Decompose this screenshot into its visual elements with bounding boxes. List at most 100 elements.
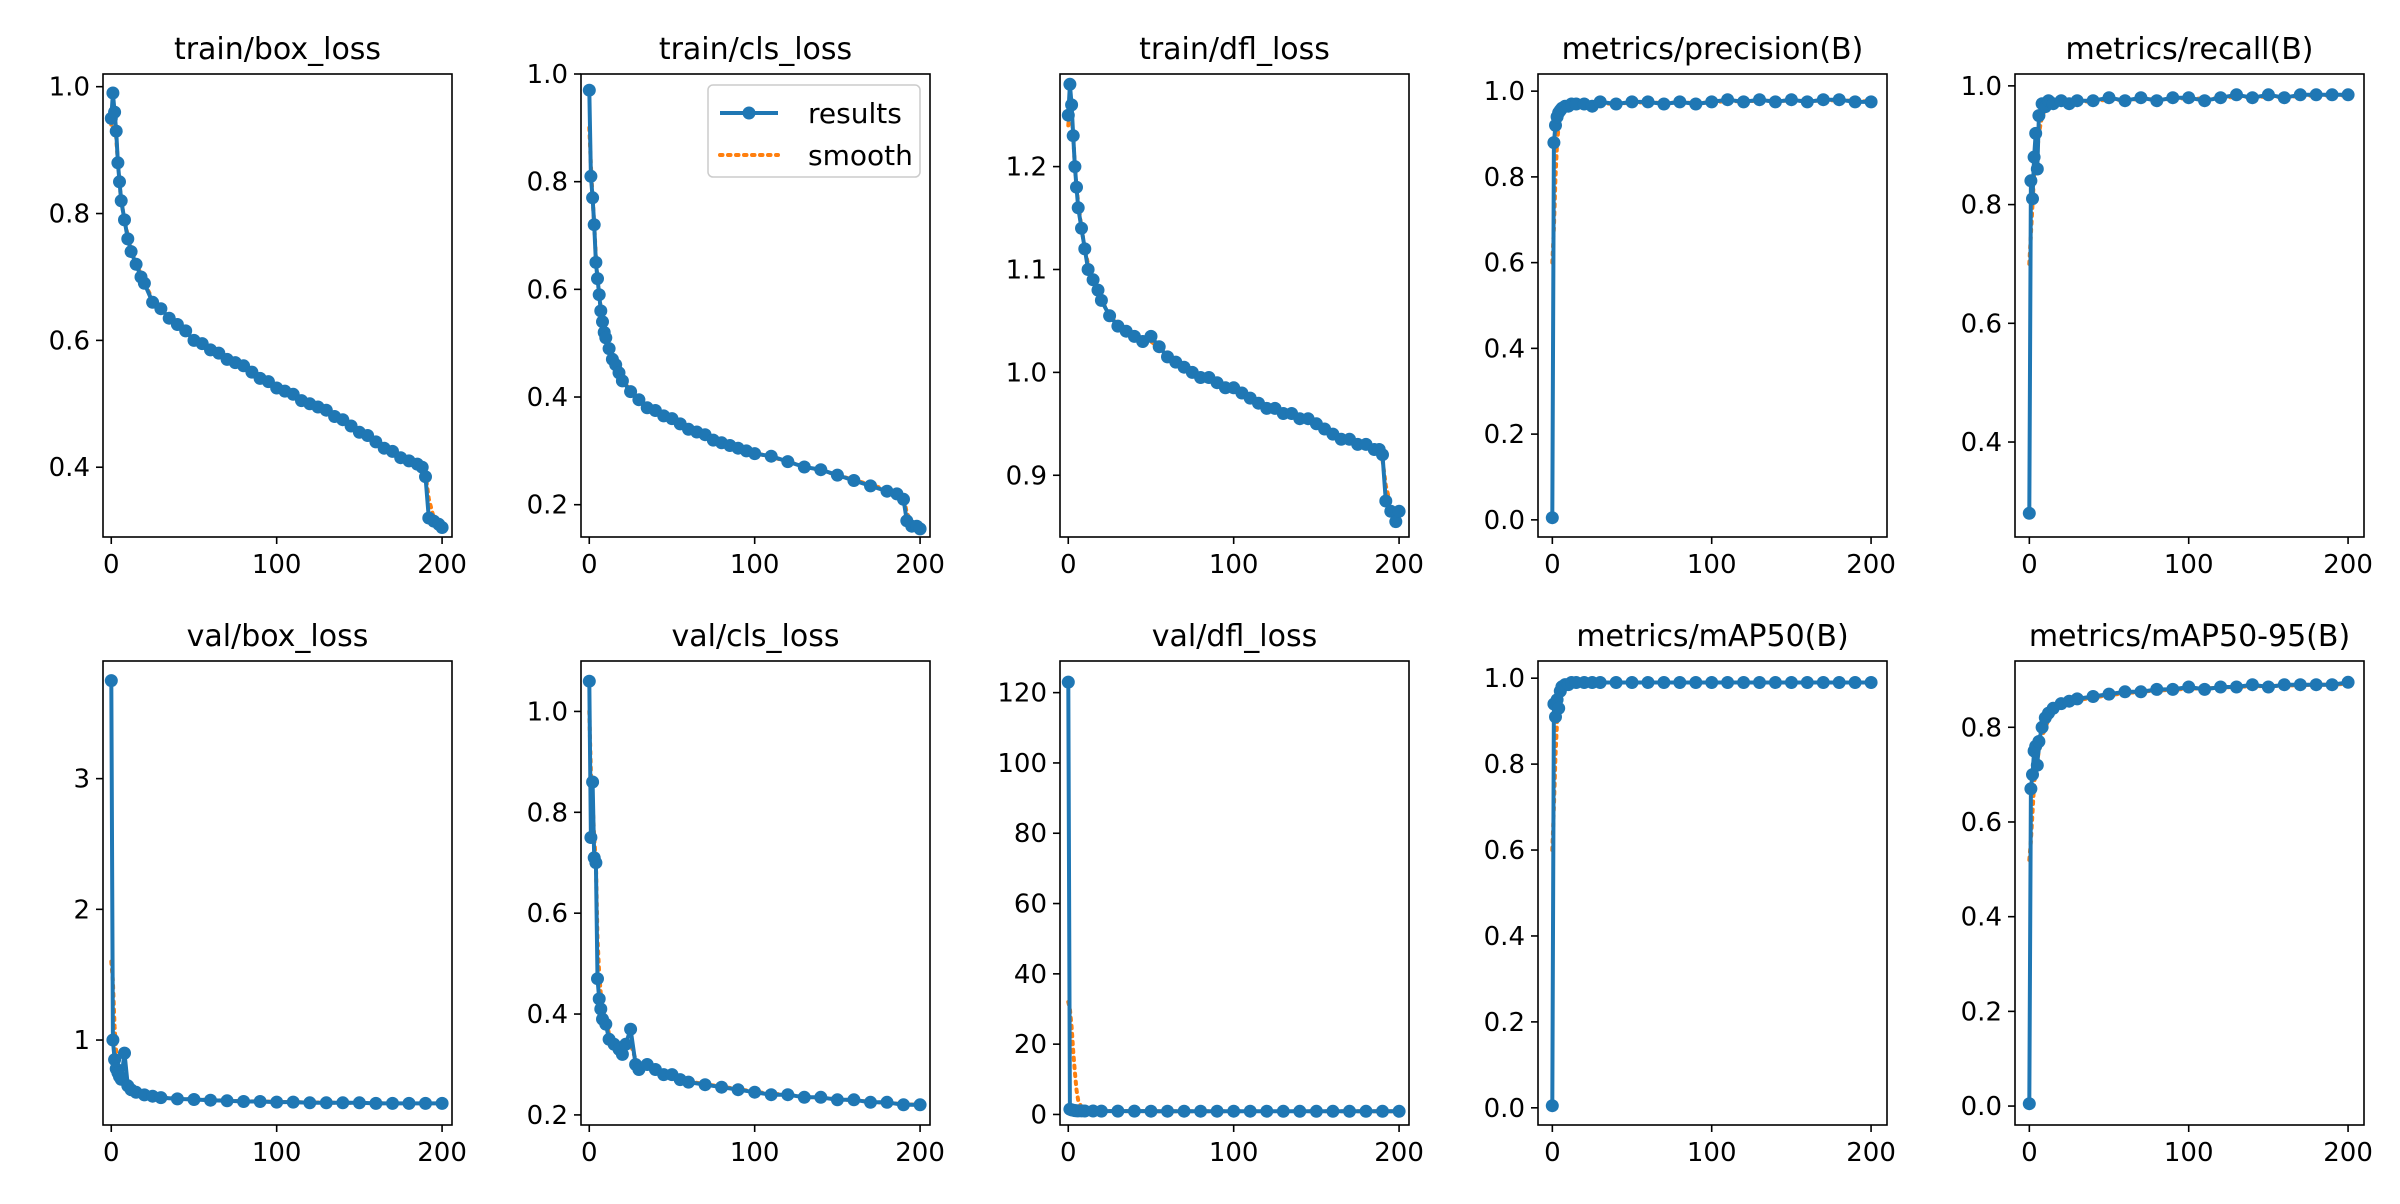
results-point: [113, 175, 126, 189]
results-point: [2325, 678, 2339, 692]
results-point: [1673, 95, 1687, 109]
results-point: [1068, 160, 1082, 174]
results-point: [1243, 1104, 1257, 1118]
results-point: [2032, 109, 2046, 123]
results-point: [1359, 1104, 1373, 1118]
results-point: [1705, 95, 1719, 109]
results-point: [1609, 97, 1623, 111]
x-tick-label: 200: [417, 1138, 467, 1168]
results-point: [1832, 676, 1846, 689]
results-point: [2030, 758, 2044, 772]
x-tick-label: 100: [730, 1138, 780, 1168]
results-point: [591, 272, 604, 286]
results-point: [1379, 494, 1393, 508]
results-point: [2150, 682, 2164, 696]
results-point: [2030, 162, 2044, 176]
results-point: [913, 522, 927, 536]
x-tick-label: 200: [1846, 1138, 1896, 1168]
results-point: [2214, 91, 2228, 105]
results-point: [715, 1080, 729, 1094]
results-point: [2150, 94, 2164, 108]
results-point: [2026, 192, 2039, 206]
panel-metrics-map50: metrics/mAP50(B) 0 100 200 0.0 0.2 0.4 0.6 0.8 1.…: [1484, 619, 1896, 1168]
results-point: [154, 302, 168, 316]
x-tick-label: 200: [895, 550, 945, 580]
results-point: [124, 245, 138, 259]
panel-metrics-recall: metrics/recall(B) 0 100 200 0.4 0.6 0.8 1.0: [1961, 32, 2373, 580]
y-tick-label: 0.4: [1484, 922, 1525, 952]
results-point: [830, 468, 844, 482]
y-tick-label: 0.6: [49, 326, 90, 356]
results-point: [1070, 180, 1083, 194]
results-point: [2134, 91, 2148, 105]
results-point: [797, 1090, 811, 1104]
results-point: [594, 1002, 608, 1016]
x-tick-label: 0: [1544, 550, 1561, 580]
results-point: [1177, 1104, 1191, 1118]
results-point: [2102, 687, 2116, 701]
y-tick-label: 0.6: [1484, 836, 1525, 866]
x-tick-label: 0: [103, 1138, 120, 1168]
results-point: [237, 1095, 251, 1108]
panel-title: metrics/recall(B): [2065, 32, 2313, 67]
panel-title: metrics/mAP50(B): [1576, 619, 1848, 654]
x-tick-label: 100: [730, 550, 780, 580]
results-point: [2032, 735, 2046, 748]
results-point: [584, 169, 598, 183]
results-point: [1091, 283, 1105, 297]
y-tick-label: 0.4: [1961, 903, 2002, 933]
panel-val-box-loss: val/box_loss 0 100 200 1 2 3: [73, 619, 466, 1168]
results-point: [2118, 685, 2132, 699]
y-tick-label: 0.2: [527, 491, 568, 521]
y-tick-label: 0.4: [49, 453, 90, 483]
results-point: [104, 674, 118, 688]
axes-frame: [1059, 73, 1410, 538]
results-point: [599, 331, 613, 345]
results-point: [1705, 676, 1719, 689]
results-point: [1078, 242, 1092, 256]
results-point: [731, 1083, 745, 1097]
results-point: [1625, 95, 1639, 109]
x-tick-label: 0: [1060, 1138, 1077, 1168]
x-tick-label: 200: [417, 550, 467, 580]
x-tick-label: 200: [1846, 550, 1896, 580]
results-point: [1848, 676, 1862, 689]
results-point: [2293, 678, 2307, 692]
results-point: [1392, 1104, 1406, 1118]
y-tick-label: 1.0: [527, 60, 568, 90]
results-point: [592, 288, 606, 302]
results-point: [2341, 675, 2355, 689]
results-point: [435, 1096, 449, 1110]
results-point: [1641, 676, 1655, 689]
x-tick-label: 0: [581, 550, 598, 580]
results-point: [2029, 126, 2043, 140]
legend-smooth-label: smooth: [808, 139, 913, 172]
results-point: [2198, 94, 2212, 108]
results-point: [336, 1096, 350, 1110]
results-point: [118, 213, 131, 227]
x-tick-label: 200: [1374, 1138, 1424, 1168]
axes-frame: [580, 73, 931, 538]
results-point: [814, 463, 828, 477]
results-point: [599, 1017, 613, 1031]
results-point: [1210, 1104, 1224, 1118]
axes-frame: [1059, 660, 1410, 1126]
y-tick-label: 2: [73, 895, 90, 925]
results-point: [1161, 1104, 1174, 1118]
x-tick-label: 200: [2323, 1138, 2373, 1168]
results-point: [1816, 676, 1830, 689]
results-point: [748, 447, 762, 461]
results-point: [1737, 676, 1751, 689]
results-point: [2070, 94, 2084, 108]
results-point: [864, 479, 877, 493]
results-point: [591, 972, 604, 986]
results-point: [1768, 676, 1782, 689]
y-tick-label: 1.0: [1006, 358, 1047, 388]
results-point: [253, 1095, 267, 1108]
y-tick-label: 0.6: [527, 899, 568, 929]
y-tick-label: 0.2: [1484, 420, 1525, 450]
results-point: [2261, 88, 2275, 102]
x-tick-label: 0: [1544, 1138, 1561, 1168]
results-point: [1864, 95, 1878, 109]
